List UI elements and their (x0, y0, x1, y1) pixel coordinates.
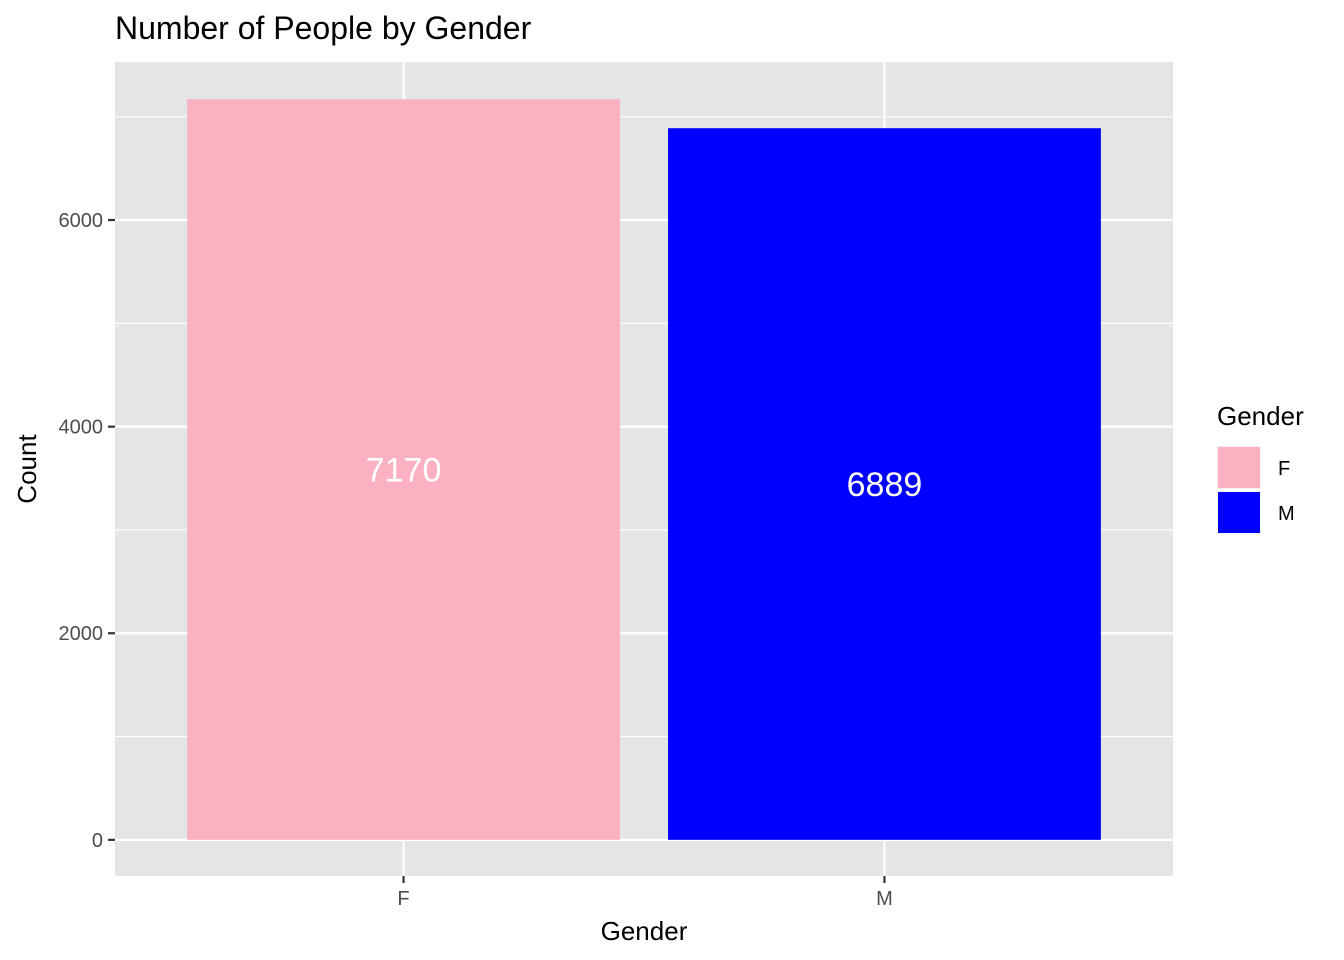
bar-M (668, 128, 1101, 840)
y-tick-label: 2000 (59, 623, 104, 645)
x-tick-label-M: M (876, 888, 893, 910)
y-tick-label: 4000 (59, 417, 104, 439)
bar-data-labels: 7170 6889 (366, 452, 923, 505)
y-tick-label: 6000 (59, 210, 104, 232)
bars (187, 99, 1101, 840)
x-axis-title: Gender (601, 916, 688, 946)
bar-F (187, 99, 620, 840)
chart-title: Number of People by Gender (115, 10, 532, 46)
bar-value-label-F: 7170 (366, 452, 442, 490)
legend-label-F: F (1278, 458, 1290, 480)
legend-label-M: M (1278, 503, 1295, 525)
y-axis: 0 2000 4000 6000 (59, 210, 115, 852)
bar-value-label-M: 6889 (847, 466, 923, 504)
y-axis-title: Count (12, 434, 42, 504)
legend-title: Gender (1217, 401, 1304, 431)
y-tick-label: 0 (92, 830, 103, 852)
legend: Gender F M (1217, 401, 1304, 534)
legend-swatch-F (1218, 447, 1260, 488)
x-tick-label-F: F (397, 888, 409, 910)
legend-swatch-M (1218, 492, 1260, 533)
